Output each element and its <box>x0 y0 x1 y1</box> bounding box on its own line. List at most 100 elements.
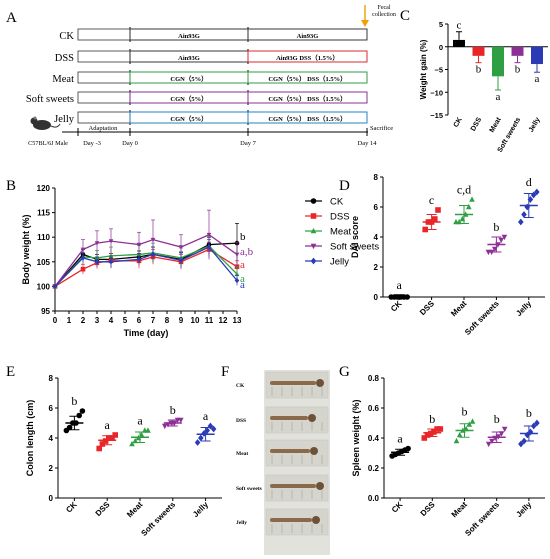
timeline-seg-2 <box>247 28 368 41</box>
b-point <box>206 232 212 238</box>
b-point <box>94 241 100 246</box>
e-y-tick-label: 2 <box>49 464 54 473</box>
timeline-seg-2 <box>247 91 368 104</box>
b-y-tick-label: 95 <box>41 307 50 316</box>
b-point <box>234 271 240 276</box>
b-point <box>80 255 86 261</box>
d-point <box>501 234 508 241</box>
g-sig-letter: b <box>494 412 500 426</box>
b-point <box>234 252 240 257</box>
f-row-label: Jelly <box>236 520 247 526</box>
fecal-label-2: collection <box>372 12 396 18</box>
mouse-tail <box>50 123 61 128</box>
b-x-tick-label: 7 <box>151 316 156 325</box>
g-point <box>469 418 476 424</box>
c-y-tick-label: 0 <box>439 43 443 52</box>
g-point <box>518 440 524 448</box>
g-sig-letter: a <box>397 432 403 446</box>
g-sig-letter: b <box>429 412 435 426</box>
d-point <box>466 203 472 210</box>
b-legend-label: Jelly <box>330 257 349 268</box>
g-point <box>431 429 437 435</box>
d-point <box>498 237 504 244</box>
g-category-label: CK <box>390 500 405 515</box>
e-sig-letter: a <box>105 418 111 432</box>
timeline-row-box <box>77 28 368 41</box>
timeline-day-label: Day 7 <box>240 140 256 147</box>
g-sig-letter: b <box>526 406 532 420</box>
g-y-tick-label: 0.8 <box>368 374 380 383</box>
timeline-seg-1-label: CGN（5%） <box>170 115 207 123</box>
timeline-seg-2-label: Ain93G DSS（1.5%） <box>276 54 339 62</box>
mouse-body <box>33 120 51 130</box>
b-y-tick-label: 100 <box>37 282 51 291</box>
timeline-seg-2 <box>247 111 368 124</box>
timeline-seg-2-label: Ain93G <box>297 33 319 40</box>
g-y-tick-label: 0.0 <box>368 494 380 503</box>
e-sig-letter: b <box>170 403 176 417</box>
b-x-tick-label: 9 <box>179 316 184 325</box>
panel-letter-b: B <box>6 178 16 194</box>
b-point <box>178 257 184 264</box>
b-legend-label: CK <box>330 197 344 208</box>
d-point <box>518 218 524 226</box>
d-sig-letter: a <box>397 278 403 292</box>
d-category-label: Soft sweets <box>463 299 501 337</box>
d-sig-letter: c <box>429 193 434 207</box>
b-x-tick-label: 4 <box>109 316 114 325</box>
c-category-label: DSS <box>470 116 483 132</box>
timeline-group-label: Jelly <box>54 114 75 125</box>
mouse-icon <box>30 116 61 130</box>
g-point <box>405 445 411 452</box>
c-bar <box>453 39 465 47</box>
b-sig-letter: b <box>240 231 246 243</box>
b-x-tick-label: 6 <box>137 316 142 325</box>
panel-letter-a: A <box>6 10 17 26</box>
d-point <box>404 294 411 300</box>
c-y-tick-label: 5 <box>439 20 443 29</box>
d-sig-letter: b <box>493 220 499 234</box>
c-bar <box>472 46 485 56</box>
e-point <box>198 434 204 442</box>
e-y-label: Colon length (cm) <box>25 400 35 477</box>
timeline-group-label: DSS <box>55 53 74 64</box>
e-point <box>145 427 151 433</box>
f-cecum-sample <box>316 379 324 387</box>
b-point <box>136 256 142 263</box>
mouse-ear <box>33 116 37 120</box>
d-y-tick-label: 8 <box>374 173 379 182</box>
b-legend-marker <box>310 257 317 265</box>
f-colon-sample <box>270 381 316 385</box>
c-sig-letter: a <box>535 73 540 85</box>
f-colon-sample <box>270 484 316 488</box>
f-row-label: Soft sweets <box>236 486 262 492</box>
g-y-tick-label: 0.2 <box>368 464 380 473</box>
b-point <box>150 251 156 258</box>
b-y-tick-label: 110 <box>37 233 50 242</box>
timeline-phase-adaptation: Adaptation <box>89 125 119 132</box>
b-sig-letter: a,b <box>240 246 254 258</box>
b-point <box>136 242 142 248</box>
g-point <box>485 441 492 448</box>
b-point <box>52 283 58 290</box>
timeline-seg-1-label: CGN（5%） <box>170 95 207 103</box>
b-legend-marker <box>310 243 317 250</box>
e-sig-letter: a <box>203 409 209 423</box>
g-point <box>421 435 428 441</box>
d-point <box>534 188 540 196</box>
d-category-label: Jelly <box>514 299 533 318</box>
e-point <box>99 441 106 447</box>
f-cecum-sample <box>312 516 320 524</box>
spleen-weight-chart: 0.0 0.2 0.4 0.6 0.8 Spleen weight (%) CK a DSS b M… <box>351 374 545 538</box>
c-y-tick-label: −10 <box>430 88 443 97</box>
b-legend-marker <box>310 227 317 234</box>
timeline-seg-2-label: CGN（5%） DSS（1.5%） <box>268 115 346 123</box>
c-category-label: Jelly <box>528 116 542 133</box>
b-point <box>108 239 114 244</box>
b-point <box>206 244 212 250</box>
e-point <box>178 417 184 424</box>
c-bar <box>531 46 543 65</box>
g-y-tick-label: 0.4 <box>368 434 380 443</box>
